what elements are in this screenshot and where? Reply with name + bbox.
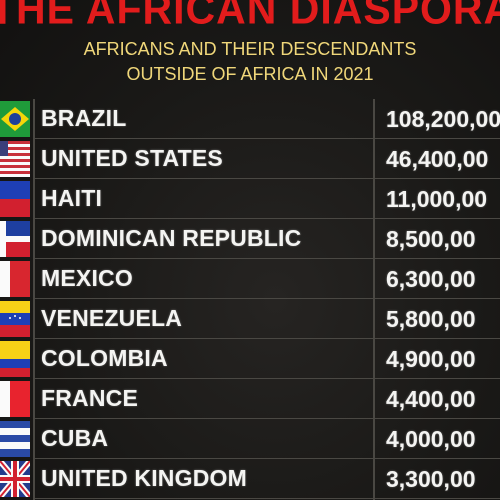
population-value: 46,400,00	[386, 146, 488, 173]
country-name: VENEZUELA	[41, 305, 182, 332]
dominican-republic-flag-icon	[0, 221, 30, 257]
united-kingdom-flag-icon	[0, 461, 30, 497]
table-row: MEXICO 6,300,00	[0, 259, 500, 299]
country-name: HAITI	[41, 185, 102, 212]
population-value: 4,400,00	[386, 386, 476, 413]
board-title: THE AFRICAN DIASPORA	[0, 0, 500, 34]
cuba-flag-icon	[0, 421, 30, 457]
united-states-flag-icon	[0, 141, 30, 177]
population-value: 5,800,00	[386, 306, 476, 333]
table-row: CUBA 4,000,00	[0, 419, 500, 459]
population-value: 4,000,00	[386, 426, 476, 453]
population-value: 8,500,00	[386, 226, 476, 253]
population-value: 108,200,00	[386, 106, 500, 133]
country-name: CUBA	[41, 425, 108, 452]
row-separator	[33, 498, 500, 499]
country-name: DOMINICAN REPUBLIC	[41, 225, 301, 252]
country-name: BRAZIL	[41, 105, 127, 132]
table-row: FRANCE 4,400,00	[0, 379, 500, 419]
board-subtitle-line-1: AFRICANS AND THEIR DESCENDANTS	[0, 39, 500, 60]
population-value: 3,300,00	[386, 466, 476, 493]
table-row: DOMINICAN REPUBLIC 8,500,00	[0, 219, 500, 259]
population-value: 4,900,00	[386, 346, 476, 373]
table-row: BRAZIL 108,200,00	[0, 99, 500, 139]
population-value: 6,300,00	[386, 266, 476, 293]
country-name: COLOMBIA	[41, 345, 168, 372]
venezuela-flag-icon	[0, 301, 30, 337]
table-row: UNITED STATES 46,400,00	[0, 139, 500, 179]
board-subtitle-line-2: OUTSIDE OF AFRICA IN 2021	[0, 64, 500, 85]
table-row: HAITI 11,000,00	[0, 179, 500, 219]
population-value: 11,000,00	[386, 186, 487, 213]
colombia-flag-icon	[0, 341, 30, 377]
brazil-flag-icon	[0, 101, 30, 137]
table-row: UNITED KINGDOM 3,300,00	[0, 459, 500, 499]
country-name: UNITED KINGDOM	[41, 465, 247, 492]
country-name: MEXICO	[41, 265, 133, 292]
haiti-flag-icon	[0, 181, 30, 217]
france-flag-icon	[0, 381, 30, 417]
country-name: FRANCE	[41, 385, 138, 412]
table-row: COLOMBIA 4,900,00	[0, 339, 500, 379]
table-row: VENEZUELA 5,800,00	[0, 299, 500, 339]
mexico-flag-icon	[0, 261, 30, 297]
country-name: UNITED STATES	[41, 145, 223, 172]
